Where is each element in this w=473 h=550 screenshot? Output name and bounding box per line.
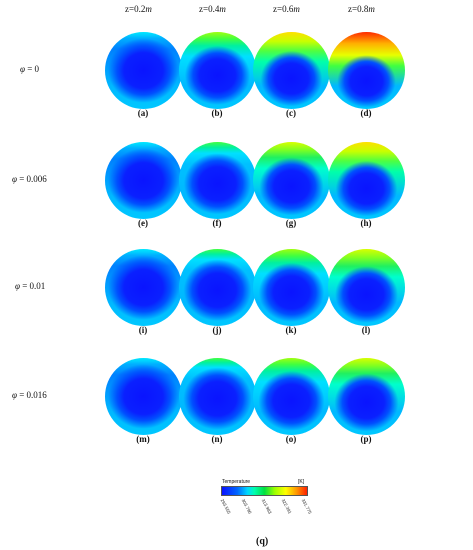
panel-caption: (m) bbox=[136, 434, 150, 444]
temperature-contour-panel-a bbox=[105, 32, 182, 109]
temperature-colorbar bbox=[221, 486, 308, 496]
legend-title: Temperature bbox=[222, 479, 251, 485]
temperature-contour-panel-n bbox=[179, 358, 256, 435]
figure-caption: (q) bbox=[256, 536, 269, 547]
legend-tick-label: 322.391 bbox=[280, 498, 293, 515]
row-header-3: φ = 0.01 bbox=[15, 281, 46, 291]
row-header-1: φ = 0 bbox=[20, 64, 40, 74]
temperature-contour-panel-o bbox=[253, 358, 330, 435]
column-header-4: z=0.8m bbox=[348, 4, 375, 14]
panel-caption: (l) bbox=[361, 325, 371, 335]
row-header-4: φ = 0.016 bbox=[12, 390, 47, 400]
panel-caption: (n) bbox=[211, 434, 223, 444]
panel-caption: (g) bbox=[285, 218, 297, 228]
temperature-contour-panel-d bbox=[328, 32, 405, 109]
temperature-contour-panel-j bbox=[179, 249, 256, 326]
legend-tick-label: 303.796 bbox=[240, 498, 253, 515]
temperature-contour-panel-k bbox=[253, 249, 330, 326]
legend-tick-label: 293.555 bbox=[219, 498, 232, 515]
panel-caption: (p) bbox=[360, 434, 372, 444]
temperature-contour-panel-b bbox=[179, 32, 256, 109]
temperature-contour-panel-h bbox=[328, 142, 405, 219]
legend-tick-label: 331.775 bbox=[300, 498, 313, 515]
panel-caption: (o) bbox=[285, 434, 297, 444]
temperature-contour-panel-g bbox=[253, 142, 330, 219]
row-header-2: φ = 0.006 bbox=[12, 174, 47, 184]
panel-caption: (b) bbox=[211, 108, 223, 118]
panel-caption: (j) bbox=[212, 325, 222, 335]
temperature-contour-panel-l bbox=[328, 249, 405, 326]
panel-caption: (c) bbox=[286, 108, 296, 118]
legend-tick-label: 313.983 bbox=[260, 498, 273, 515]
column-header-3: z=0.6m bbox=[273, 4, 300, 14]
panel-caption: (i) bbox=[138, 325, 148, 335]
legend-unit: [K] bbox=[298, 479, 305, 485]
temperature-contour-panel-e bbox=[105, 142, 182, 219]
temperature-contour-panel-c bbox=[253, 32, 330, 109]
temperature-contour-panel-m bbox=[105, 358, 182, 435]
temperature-contour-panel-p bbox=[328, 358, 405, 435]
panel-caption: (d) bbox=[360, 108, 372, 118]
panel-caption: (e) bbox=[138, 218, 148, 228]
temperature-contour-panel-f bbox=[179, 142, 256, 219]
column-header-1: z=0.2m bbox=[125, 4, 152, 14]
panel-caption: (h) bbox=[360, 218, 372, 228]
panel-caption: (k) bbox=[285, 325, 297, 335]
panel-caption: (a) bbox=[137, 108, 149, 118]
column-header-2: z=0.4m bbox=[199, 4, 226, 14]
panel-caption: (f) bbox=[212, 218, 222, 228]
temperature-contour-panel-i bbox=[105, 249, 182, 326]
